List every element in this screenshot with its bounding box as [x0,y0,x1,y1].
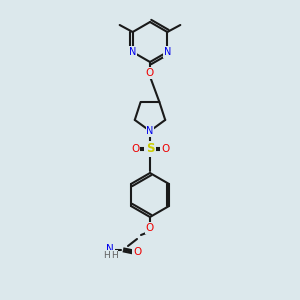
Text: O: O [131,144,139,154]
Text: O: O [146,68,154,78]
Text: N: N [164,47,171,57]
Text: N: N [146,126,154,136]
Text: H: H [103,250,110,260]
Text: O: O [146,223,154,233]
Text: N: N [106,244,114,254]
Text: O: O [133,247,141,257]
Text: H: H [111,250,117,260]
Text: S: S [146,142,154,155]
Text: N: N [129,47,136,57]
Text: O: O [161,144,169,154]
